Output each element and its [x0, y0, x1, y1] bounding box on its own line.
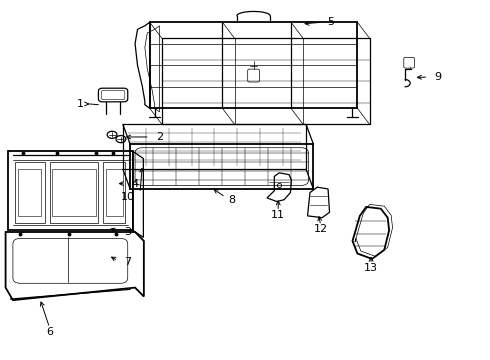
Text: 12: 12 — [314, 225, 328, 234]
Text: 7: 7 — [124, 257, 131, 267]
Text: 5: 5 — [327, 17, 334, 27]
Text: 13: 13 — [364, 263, 378, 273]
Text: 9: 9 — [435, 72, 441, 82]
Text: 2: 2 — [156, 132, 163, 142]
Text: 8: 8 — [228, 195, 235, 205]
Text: 4: 4 — [131, 179, 138, 189]
Text: 3: 3 — [124, 227, 131, 237]
Text: 1: 1 — [77, 99, 84, 109]
Text: 11: 11 — [271, 210, 285, 220]
Text: 10: 10 — [121, 192, 135, 202]
Text: 6: 6 — [46, 327, 53, 337]
